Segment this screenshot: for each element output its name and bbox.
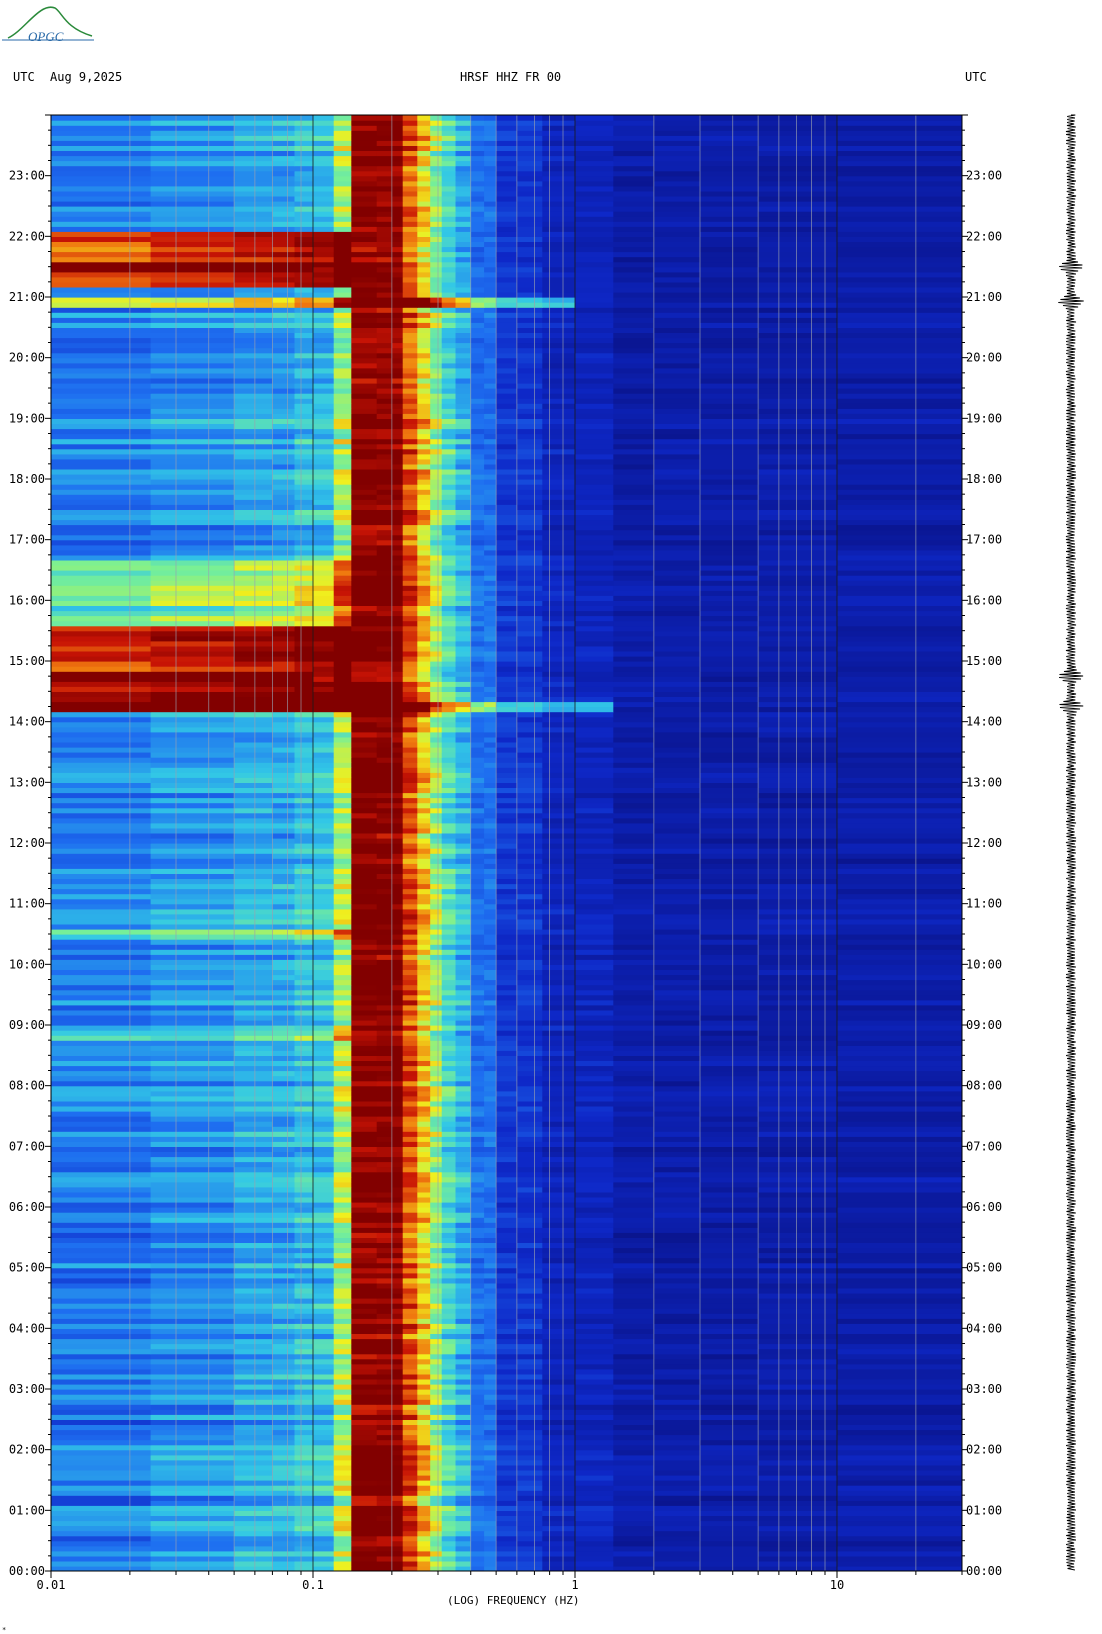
spectrogram-plot (51, 115, 962, 1571)
y-tick-label: 21:00 (966, 290, 1002, 304)
y-tick-label: 01:00 (966, 1503, 1002, 1517)
y-tick-label: 14:00 (966, 715, 1002, 729)
y-tick-label: 15:00 (9, 654, 45, 668)
y-tick-label: 14:00 (9, 715, 45, 729)
y-tick-label: 03:00 (9, 1382, 45, 1396)
date-label: Aug 9,2025 (50, 70, 122, 84)
frequency-gridlines (51, 115, 962, 1571)
y-tick-label: 06:00 (9, 1200, 45, 1214)
y-tick-label: 08:00 (9, 1079, 45, 1093)
x-axis-title: (LOG) FREQUENCY (HZ) (447, 1594, 579, 1607)
y-tick-label: 09:00 (966, 1018, 1002, 1032)
y-tick-label: 12:00 (9, 836, 45, 850)
corner-mark: * (2, 1626, 6, 1634)
y-tick-label: 06:00 (966, 1200, 1002, 1214)
y-tick-label: 10:00 (9, 957, 45, 971)
y-tick-label: 05:00 (966, 1261, 1002, 1275)
y-tick-label: 18:00 (966, 472, 1002, 486)
y-tick-label: 13:00 (966, 775, 1002, 789)
y-tick-label: 04:00 (966, 1321, 1002, 1335)
y-tick-label: 10:00 (966, 957, 1002, 971)
y-tick-label: 23:00 (9, 169, 45, 183)
y-tick-label: 16:00 (9, 593, 45, 607)
y-tick-label: 03:00 (966, 1382, 1002, 1396)
y-tick-label: 08:00 (966, 1079, 1002, 1093)
y-tick-label: 18:00 (9, 472, 45, 486)
y-tick-label: 04:00 (9, 1321, 45, 1335)
y-tick-label: 11:00 (9, 897, 45, 911)
y-tick-label: 13:00 (9, 775, 45, 789)
y-tick-label: 01:00 (9, 1503, 45, 1517)
station-title: HRSF HHZ FR 00 (460, 70, 561, 84)
y-tick-label: 11:00 (966, 897, 1002, 911)
seismogram-trace (1058, 114, 1084, 1571)
y-tick-label: 16:00 (966, 593, 1002, 607)
opgc-logo: OPGC (2, 6, 94, 44)
y-tick-label: 21:00 (9, 290, 45, 304)
y-tick-label: 00:00 (966, 1564, 1002, 1578)
utc-right-label: UTC (965, 70, 987, 84)
y-tick-label: 22:00 (966, 229, 1002, 243)
y-tick-label: 22:00 (9, 229, 45, 243)
y-tick-label: 09:00 (9, 1018, 45, 1032)
y-tick-label: 00:00 (9, 1564, 45, 1578)
seismogram-line (1058, 114, 1084, 1571)
x-tick-label: 0.1 (302, 1578, 324, 1592)
y-tick-label: 12:00 (966, 836, 1002, 850)
y-tick-label: 05:00 (9, 1261, 45, 1275)
y-tick-label: 02:00 (966, 1443, 1002, 1457)
y-tick-label: 17:00 (9, 533, 45, 547)
y-axis-right: 00:00 01:00 02:00 03:00 04:00 05:00 06:00 07:00… (962, 114, 1002, 1578)
logo-text: OPGC (28, 29, 64, 44)
y-tick-label: 07:00 (9, 1139, 45, 1153)
y-tick-label: 19:00 (966, 411, 1002, 425)
y-tick-label: 19:00 (9, 411, 45, 425)
y-tick-label: 02:00 (9, 1443, 45, 1457)
y-axis-left: 00:00 01:00 02:00 03:00 04:00 05:00 06:00 07:00… (9, 114, 51, 1578)
x-tick-label: 0.01 (37, 1578, 66, 1592)
x-tick-label: 1 (571, 1578, 578, 1592)
utc-left-label: UTC (13, 70, 35, 84)
x-tick-label: 10 (830, 1578, 844, 1592)
y-tick-label: 15:00 (966, 654, 1002, 668)
x-axis: 0.01 0.1 1 10 (37, 1571, 963, 1592)
y-tick-label: 20:00 (9, 351, 45, 365)
y-tick-label: 23:00 (966, 169, 1002, 183)
y-tick-label: 20:00 (966, 351, 1002, 365)
y-tick-label: 17:00 (966, 533, 1002, 547)
y-tick-label: 07:00 (966, 1139, 1002, 1153)
